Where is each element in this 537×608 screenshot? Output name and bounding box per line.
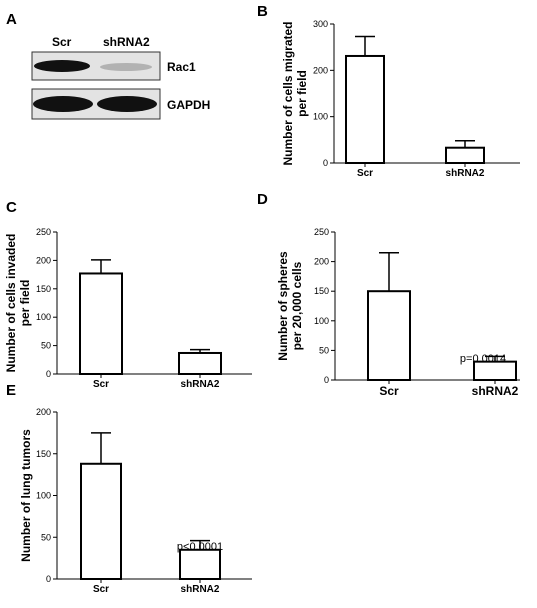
chart-c-y-tick-label: 100	[36, 312, 51, 322]
chart-e-y-tick-label: 50	[41, 532, 51, 542]
chart-e-category-label: shRNA2	[181, 584, 220, 595]
chart-c-category-label: shRNA2	[181, 379, 220, 390]
panel-a-letter: A	[6, 11, 17, 28]
blot-lane-scr: Scr	[52, 35, 72, 49]
chart-d-bar-scr	[367, 290, 411, 382]
chart-c-category-label: Scr	[93, 379, 109, 390]
gapdh-band-shrna2	[97, 96, 157, 112]
chart-e-p-value: p<0.0001	[177, 541, 223, 553]
chart-e-y-tick-label: 150	[36, 449, 51, 459]
chart-d-category-label: Scr	[379, 384, 399, 398]
chart-c-y-tick-label: 200	[36, 255, 51, 265]
chart-c-y-tick-label: 50	[41, 341, 51, 351]
chart-c: 0 50 100 150 200 250 Scr shRNA2 Number of cells …	[4, 227, 252, 390]
chart-c-y-tick-label: 250	[36, 227, 51, 237]
chart-b-y-tick-label: 200	[313, 65, 328, 75]
chart-e-y-tick-label: 100	[36, 491, 51, 501]
panel-b-letter: B	[257, 3, 268, 20]
chart-b-y-tick-label: 300	[313, 19, 328, 29]
chart-b-bar-shrna2	[445, 146, 485, 165]
panel-a: A Scr shRNA2 Rac1 GAPDH	[6, 11, 210, 120]
chart-c-bar-shrna2	[178, 351, 222, 376]
chart-b-category-label: Scr	[357, 168, 373, 179]
chart-e-category-label: Scr	[93, 584, 109, 595]
panel-c-letter: C	[6, 199, 17, 216]
rac1-band-shrna2	[100, 63, 152, 71]
chart-b-category-label: shRNA2	[446, 168, 485, 179]
gapdh-band-scr	[33, 96, 93, 112]
chart-d-category-label: shRNA2	[472, 384, 519, 398]
chart-e-bar-scr	[80, 462, 122, 580]
chart-c-y-axis-label: Number of cells invadedper field	[4, 234, 32, 373]
chart-d-y-tick-label: 150	[314, 286, 329, 296]
chart-b-y-tick-label: 100	[313, 112, 328, 122]
chart-c-bar-scr	[79, 272, 123, 375]
chart-d-y-tick-label: 200	[314, 257, 329, 267]
charts-layer: 0 100 200 300 Scr shRNA2 Number of cells migra…	[4, 19, 520, 595]
chart-e-y-tick-label: 0	[46, 574, 51, 584]
chart-d-y-axis-label: Number of spheresper 20,000 cells	[276, 251, 304, 361]
panel-e-letter: E	[6, 382, 16, 399]
chart-d: 0 50 100 150 200 250 Scr shRNA2 Number of sphere…	[276, 227, 520, 398]
chart-c-y-tick-label: 150	[36, 284, 51, 294]
chart-c-y-tick-label: 0	[46, 369, 51, 379]
chart-d-y-tick-label: 100	[314, 316, 329, 326]
chart-d-y-tick-label: 0	[324, 375, 329, 385]
blot-label-rac1: Rac1	[167, 60, 196, 74]
panel-d-letter: D	[257, 191, 268, 208]
chart-e: 0 50 100 150 200 Scr shRNA2 Number of lung tumo…	[19, 407, 252, 595]
chart-e-y-tick-label: 200	[36, 407, 51, 417]
chart-e-bar-shrna2	[179, 548, 221, 581]
blot-lane-shrna2: shRNA2	[103, 35, 150, 49]
rac1-band-scr	[34, 60, 90, 72]
chart-d-y-tick-label: 250	[314, 227, 329, 237]
chart-b-bar-scr	[345, 54, 385, 164]
chart-d-y-tick-label: 50	[319, 345, 329, 355]
blot-label-gapdh: GAPDH	[167, 98, 210, 112]
chart-b-y-axis-label: Number of cells migratedper field	[281, 21, 309, 165]
chart-b: 0 100 200 300 Scr shRNA2 Number of cells migra…	[281, 19, 520, 179]
chart-b-y-tick-label: 0	[323, 158, 328, 168]
chart-e-y-axis-label: Number of lung tumors	[19, 429, 33, 562]
chart-d-p-value: p=0.0014	[460, 353, 506, 365]
